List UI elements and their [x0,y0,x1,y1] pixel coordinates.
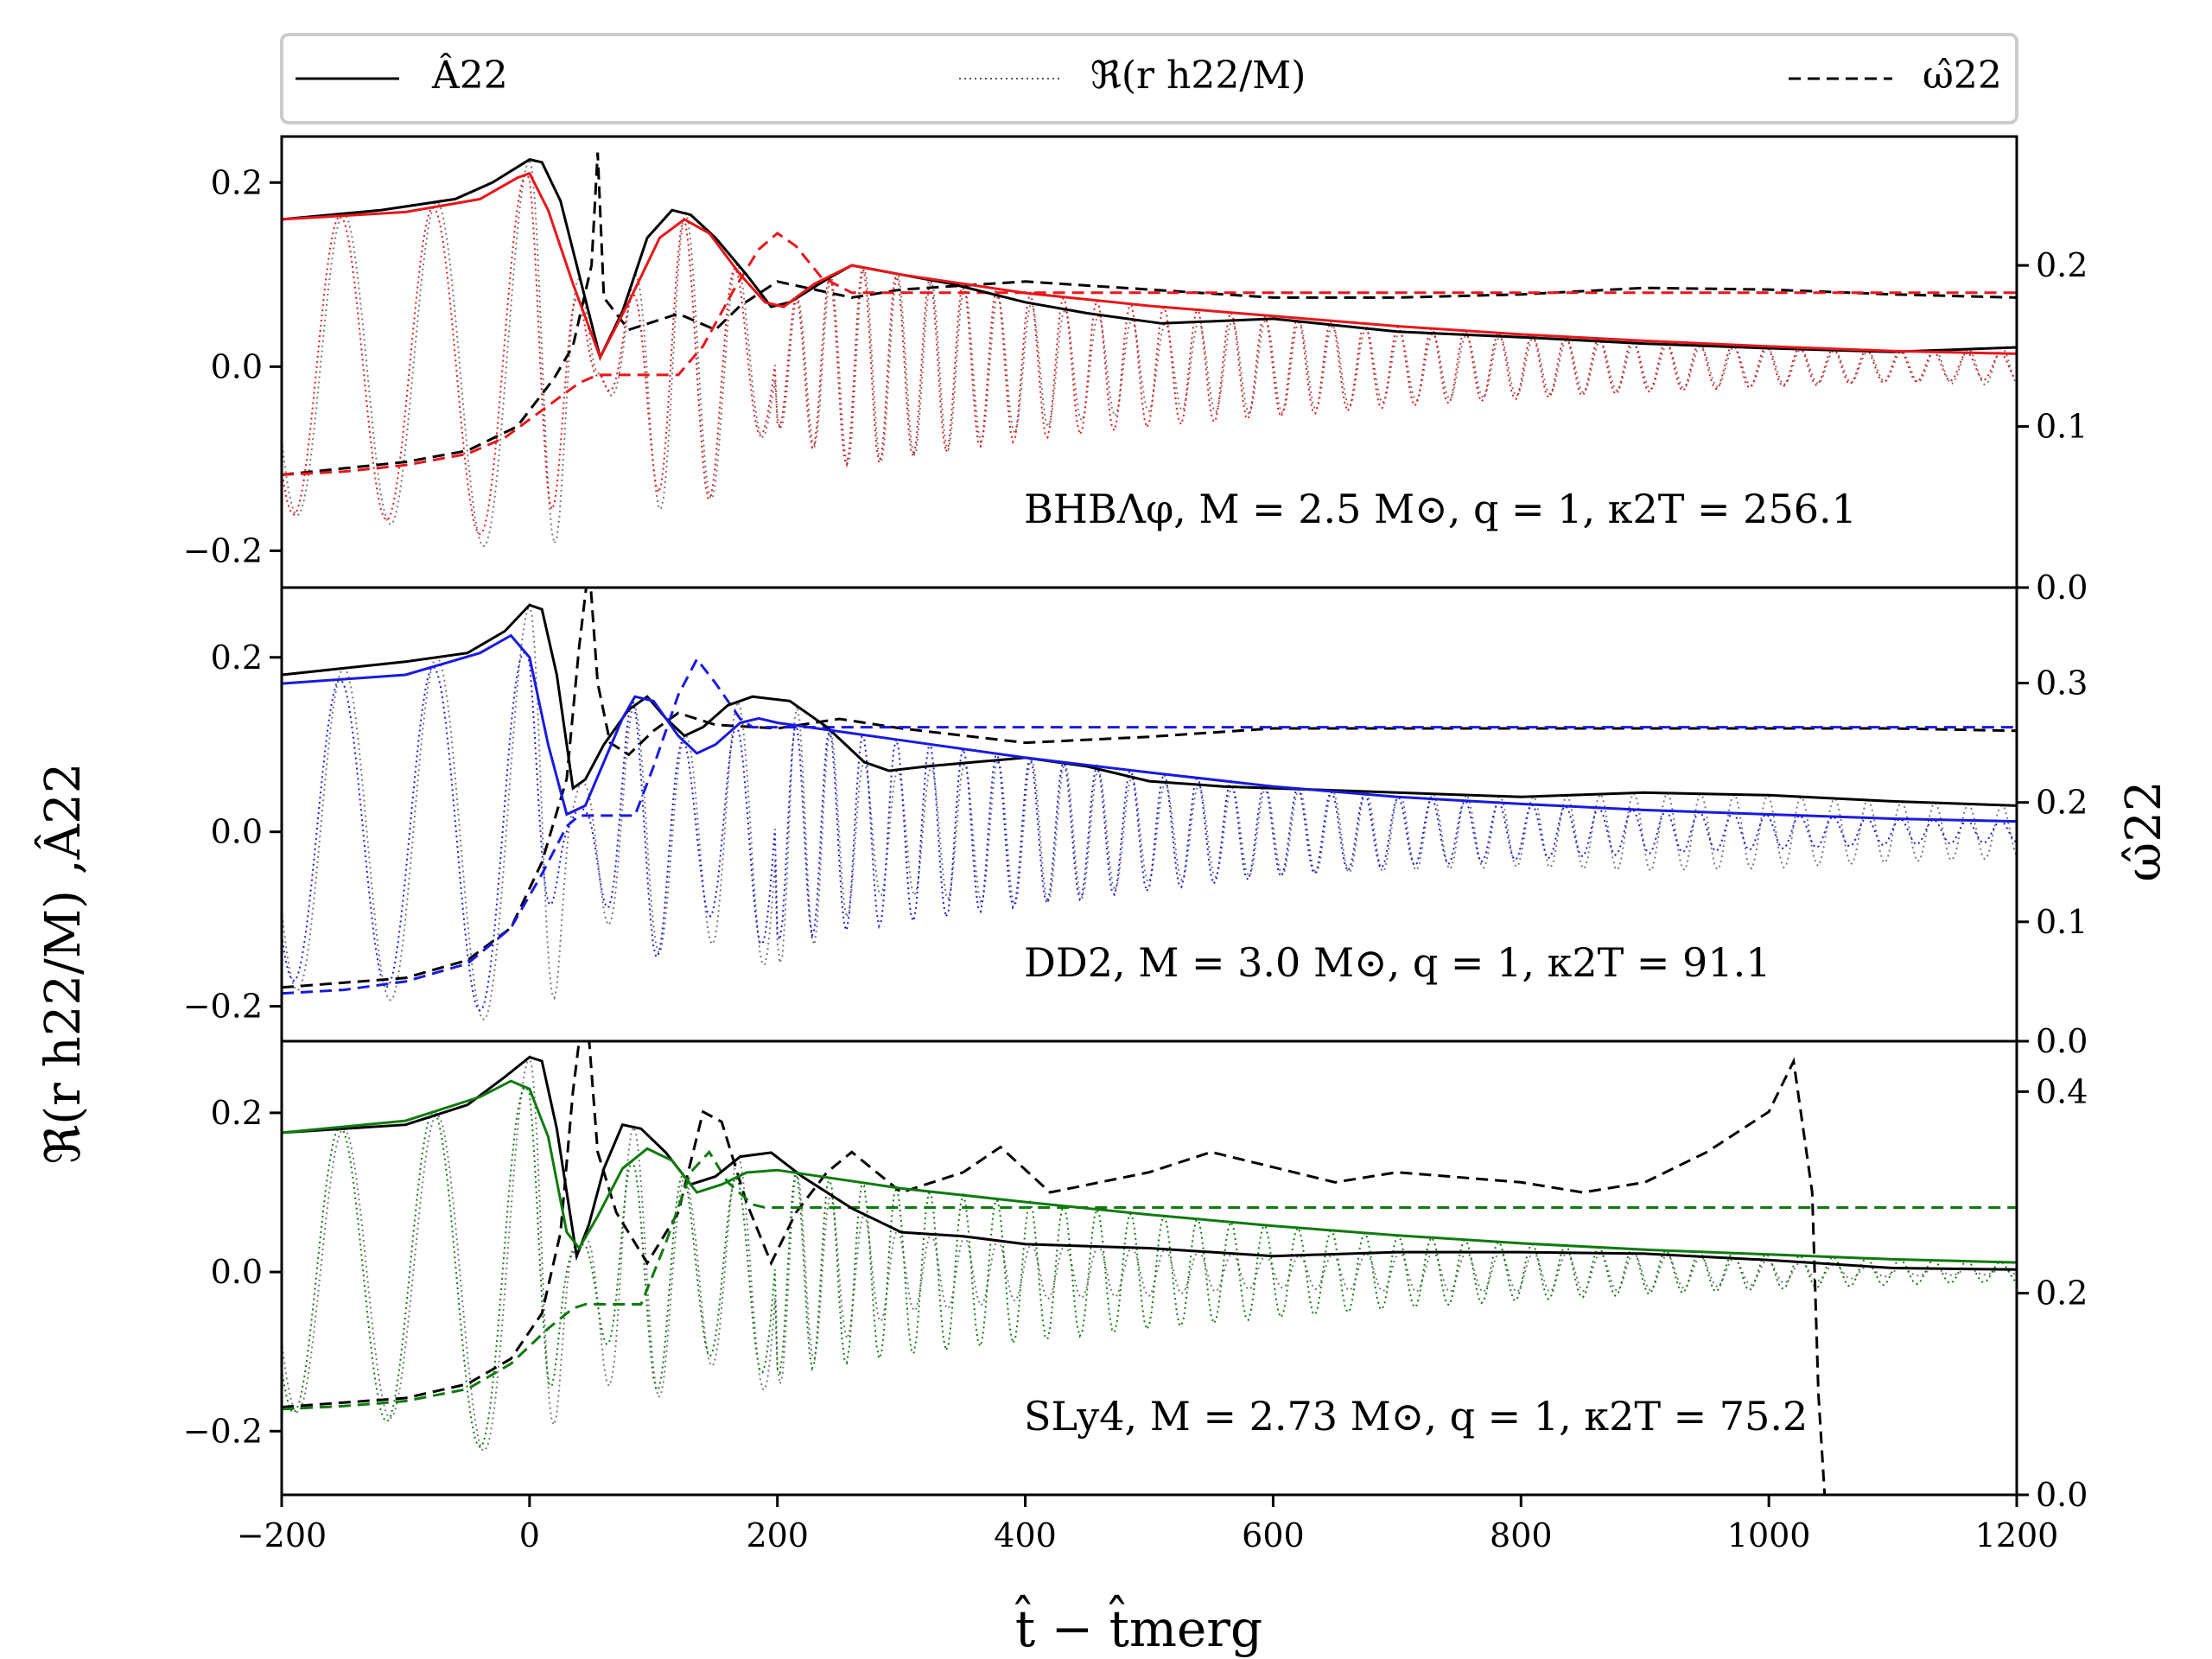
y-right-tick-label: 0.0 [2036,1476,2088,1514]
strain-nr-series [282,156,2017,548]
panel-dd2: 0.2 0.0 −0.2 0.3 0.2 0.1 0.0 DD2, M = 3.0 M⊙, q… [183,586,2088,1060]
legend-label-amplitude: Â22 [431,52,508,98]
x-tick-label: 1000 [1727,1516,1811,1554]
strain-model-series [282,174,2017,536]
y-right-tick-label: 0.3 [2036,664,2088,702]
y-right-tick-label: 0.0 [2036,569,2088,607]
y-left-tick-label: 0.0 [211,813,263,851]
plot-area [282,152,2017,548]
y-right-tick-label: 0.2 [2036,1274,2088,1313]
x-tick-label: 600 [1242,1516,1305,1554]
plot-area [282,588,2017,1020]
x-tick-label: 800 [1490,1516,1553,1554]
y-left-tick-label: −0.2 [183,1412,263,1450]
y-left-tick-label: −0.2 [183,988,263,1026]
amplitude-nr-series [282,158,2017,362]
plot-area [282,1041,2017,1495]
amplitude-model-series [282,1079,2017,1264]
y-right-tick-label: 0.2 [2036,784,2088,822]
frequency-model-series [282,1149,2017,1411]
frequency-model-series [282,232,2017,476]
y-left-tick-label: 0.0 [211,347,263,385]
x-tick-label: 0 [519,1516,540,1554]
y-left-tick-label: 0.2 [211,639,263,677]
y-right-tick-label: 0.2 [2036,246,2088,284]
y-left-tick-label: 0.2 [211,163,263,201]
x-tick-label: 200 [746,1516,809,1554]
panel-sly4: 0.2 0.0 −0.2 0.4 0.2 0.0 SLy4, M = 2.73 M⊙, q … [183,1039,2088,1514]
panel-annotation: BHBΛφ, M = 2.5 M⊙, q = 1, κ2T = 256.1 [1024,486,1857,532]
frequency-nr-series [282,152,2017,476]
x-tick-label: 400 [994,1516,1057,1554]
x-tick-label: 1200 [1975,1516,2059,1554]
amplitude-model-series [282,171,2017,361]
panel-annotation: DD2, M = 3.0 M⊙, q = 1, κ2T = 91.1 [1024,939,1770,986]
frequency-nr-series [282,1041,1827,1495]
panel-annotation: SLy4, M = 2.73 M⊙, q = 1, κ2T = 75.2 [1024,1393,1808,1440]
y-left-tick-label: 0.0 [211,1253,263,1291]
y-right-tick-label: 0.1 [2036,903,2088,941]
x-tick-label: −200 [237,1516,327,1554]
legend-label-frequency: ω̂22 [1923,54,2002,98]
y-left-tick-label: 0.2 [211,1094,263,1132]
legend-label-strain: ℜ(r h22/M) [1090,54,1306,98]
panel-bhb: 0.2 0.0 −0.2 0.2 0.1 0.0 BHBΛφ, M = 2.5 M⊙, q … [183,135,2088,607]
y-right-tick-label: 0.1 [2036,408,2088,446]
y-axis-label-left: ℜ(r h22/M) ,Â22 [35,763,92,1165]
x-axis-ticks: −200 0 200 400 600 800 1000 1200 [237,1495,2059,1554]
amplitude-model-series [282,633,2017,823]
y-right-tick-label: 0.0 [2036,1022,2088,1060]
panel-frame [280,1039,2018,1497]
strain-nr-series [282,1054,2017,1452]
y-left-tick-label: −0.2 [183,531,263,569]
frequency-model-series [282,657,2017,995]
legend: Â22 ℜ(r h22/M) ω̂22 [280,33,2018,124]
amplitude-nr-series [282,1055,2017,1271]
y-right-tick-label: 0.4 [2036,1072,2088,1110]
x-axis-label: t̂ − t̂merg [1014,1594,1262,1658]
frequency-nr-series [282,588,2017,989]
y-axis-label-right: ω̂22 [2116,781,2172,882]
